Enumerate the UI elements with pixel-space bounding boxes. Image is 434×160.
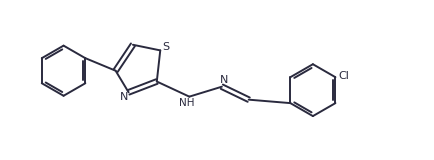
Text: N: N — [219, 75, 228, 85]
Text: S: S — [161, 42, 169, 52]
Text: Cl: Cl — [338, 71, 349, 81]
Text: NH: NH — [179, 98, 194, 108]
Text: N: N — [120, 92, 128, 102]
